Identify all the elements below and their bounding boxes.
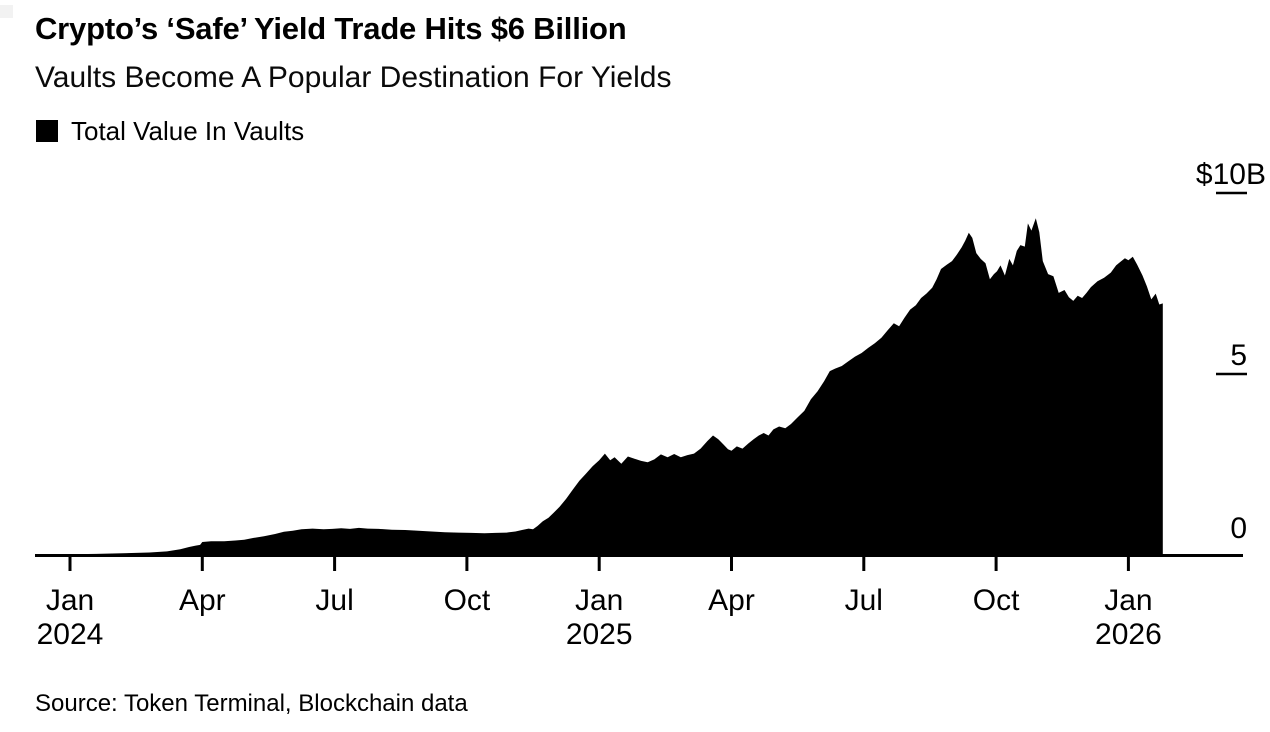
legend-label: Total Value In Vaults (71, 116, 305, 146)
x-tick-label: Apr (708, 584, 755, 617)
x-tick-label: Jan (46, 584, 94, 617)
x-tick-label: Jul (315, 584, 353, 617)
x-tick-label: Apr (179, 584, 226, 617)
x-tick-label: Jan (575, 584, 623, 617)
x-tick-label: Oct (444, 584, 491, 617)
legend: Total Value In Vaults (36, 118, 304, 144)
chart-title: Crypto’s ‘Safe’ Yield Trade Hits $6 Bill… (35, 11, 627, 46)
chart-subtitle: Vaults Become A Popular Destination For … (35, 61, 672, 94)
y-tick-label: 0 (1230, 512, 1247, 545)
x-tick-year-label: 2025 (566, 618, 633, 651)
area-series (35, 218, 1163, 556)
x-tick-label: Oct (973, 584, 1020, 617)
x-tick-year-label: 2024 (37, 618, 104, 651)
corner-artifact (0, 5, 13, 18)
x-tick-year-label: 2026 (1095, 618, 1162, 651)
y-tick-label: 5 (1230, 339, 1247, 372)
x-tick-label: Jan (1104, 584, 1152, 617)
legend-swatch-icon (36, 120, 58, 142)
x-tick-label: Jul (845, 584, 883, 617)
source-note: Source: Token Terminal, Blockchain data (35, 690, 468, 717)
y-tick-label: $10B (1196, 158, 1266, 191)
